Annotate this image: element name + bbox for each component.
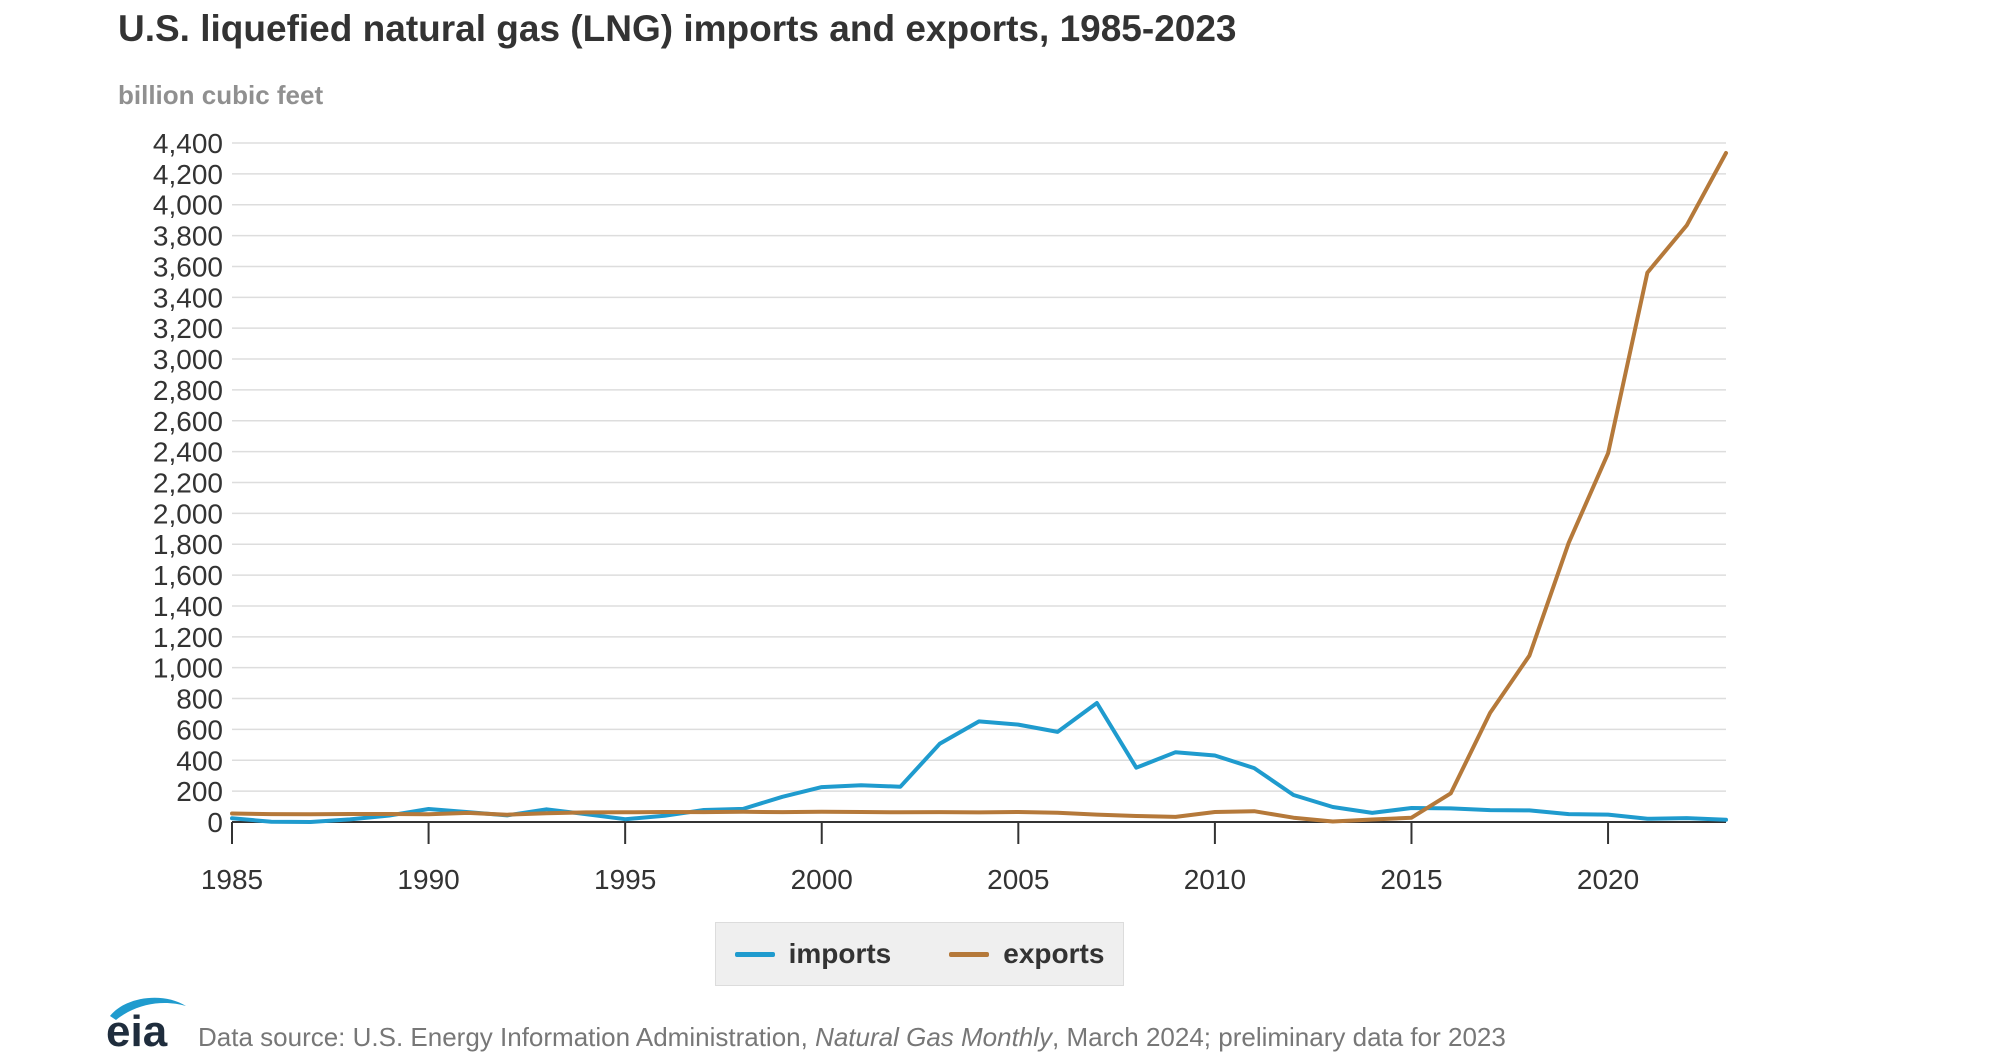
x-tick-label: 2000 <box>791 864 853 895</box>
y-tick-label: 4,200 <box>153 159 223 190</box>
y-tick-label: 2,400 <box>153 437 223 468</box>
y-tick-label: 2,800 <box>153 375 223 406</box>
y-tick-label: 1,600 <box>153 560 223 591</box>
data-source-note: Data source: U.S. Energy Information Adm… <box>198 1022 1506 1053</box>
y-axis-ticks: 02004006008001,0001,2001,4001,6001,8002,… <box>153 128 223 838</box>
y-tick-label: 4,400 <box>153 128 223 159</box>
y-tick-label: 1,200 <box>153 622 223 653</box>
legend-item-exports[interactable]: exports <box>949 938 1104 970</box>
y-tick-label: 3,600 <box>153 251 223 282</box>
eia-logo-text: eia <box>106 1007 168 1052</box>
unit-label: billion cubic feet <box>118 80 324 110</box>
source-publication: Natural Gas Monthly <box>815 1022 1053 1052</box>
y-tick-label: 1,000 <box>153 653 223 684</box>
exports-swatch <box>949 951 990 957</box>
eia-logo-swoosh-icon <box>110 997 186 1020</box>
y-tick-label: 3,400 <box>153 282 223 313</box>
x-tick-label: 2005 <box>987 864 1049 895</box>
y-tick-label: 0 <box>207 807 223 838</box>
y-tick-label: 3,800 <box>153 221 223 252</box>
chart-title: U.S. liquefied natural gas (LNG) imports… <box>118 8 1237 49</box>
y-tick-label: 4,000 <box>153 190 223 221</box>
y-tick-label: 200 <box>176 776 223 807</box>
series-line-imports[interactable] <box>230 701 1728 824</box>
legend-label-imports: imports <box>788 938 892 969</box>
y-tick-label: 3,000 <box>153 344 223 375</box>
series-lines <box>230 151 1728 824</box>
y-tick-label: 1,800 <box>153 529 223 560</box>
y-tick-label: 2,200 <box>153 468 223 499</box>
y-tick-label: 800 <box>176 684 223 715</box>
x-tick-label: 1990 <box>397 864 459 895</box>
x-axis-ticks: 1985 1990 1995 2000 2005 2010 2015 2020 <box>201 822 1639 895</box>
legend: imports exports <box>715 922 1124 986</box>
gridlines <box>232 142 1726 792</box>
x-tick-label: 2020 <box>1577 864 1639 895</box>
y-tick-label: 400 <box>176 745 223 776</box>
y-tick-label: 1,400 <box>153 591 223 622</box>
legend-item-imports[interactable]: imports <box>734 938 892 970</box>
x-tick-label: 2015 <box>1380 864 1442 895</box>
imports-swatch <box>734 951 775 957</box>
legend-label-exports: exports <box>1003 938 1105 969</box>
y-tick-label: 600 <box>176 714 223 745</box>
series-line-exports[interactable] <box>230 151 1728 824</box>
source-suffix: , March 2024; preliminary data for 2023 <box>1052 1022 1506 1052</box>
y-tick-label: 3,200 <box>153 313 223 344</box>
x-tick-label: 2010 <box>1184 864 1246 895</box>
x-tick-label: 1995 <box>594 864 656 895</box>
eia-logo[interactable]: eia <box>104 990 190 1052</box>
source-prefix: Data source: U.S. Energy Information Adm… <box>198 1022 816 1052</box>
x-tick-label: 1985 <box>201 864 263 895</box>
y-tick-label: 2,000 <box>153 498 223 529</box>
y-tick-label: 2,600 <box>153 406 223 437</box>
